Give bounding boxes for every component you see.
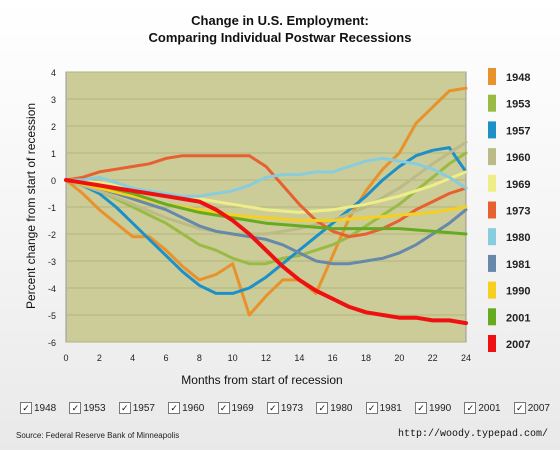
x-tick-label: 16 xyxy=(328,353,338,363)
series-toggle-1969[interactable]: ✓ 1969 xyxy=(217,402,254,414)
legend-swatch-1981 xyxy=(488,254,496,272)
series-toggle-1948[interactable]: ✓ 1948 xyxy=(20,402,56,414)
legend-swatch-2001 xyxy=(488,308,496,326)
x-tick-label: 6 xyxy=(163,353,168,363)
checkbox-1980[interactable]: ✓ xyxy=(316,402,329,414)
checkbox-2001[interactable]: ✓ xyxy=(464,402,477,414)
legend-swatch-1973 xyxy=(488,201,496,219)
y-tick-label: -1 xyxy=(48,203,56,213)
series-line-1960 xyxy=(64,140,468,236)
y-tick-label: 4 xyxy=(51,68,56,78)
legend-label-1973: 1973 xyxy=(506,206,530,218)
series-line-1957 xyxy=(64,146,468,295)
y-tick-label: -5 xyxy=(48,311,56,321)
checkbox-label-1969: 1969 xyxy=(231,402,254,414)
checkbox-label-1948: 1948 xyxy=(34,402,57,414)
title-line: Change in U.S. Employment: xyxy=(191,13,369,28)
legend-swatch-1948 xyxy=(488,68,496,85)
y-tick-label: -4 xyxy=(48,284,56,294)
series-toggle-1990[interactable]: ✓ 1990 xyxy=(415,402,451,414)
x-tick-label: 2 xyxy=(97,353,102,363)
series-line-1973 xyxy=(64,154,468,239)
checkbox-label-1981: 1981 xyxy=(379,402,402,414)
legend-label-1990: 1990 xyxy=(506,286,530,298)
legend-label-1957: 1957 xyxy=(506,125,530,137)
legend-swatch-1957 xyxy=(488,121,496,139)
checkbox-label-1960: 1960 xyxy=(182,402,205,414)
series-toggle-1957[interactable]: ✓ 1957 xyxy=(118,402,155,414)
series-toggle-1980[interactable]: ✓ 1980 xyxy=(316,402,353,414)
legend-swatch-1969 xyxy=(488,174,496,192)
x-tick-label: 18 xyxy=(361,353,371,363)
series-toggle-1973[interactable]: ✓ 1973 xyxy=(266,402,304,414)
checkbox-1990[interactable]: ✓ xyxy=(415,402,427,414)
y-tick-label: 2 xyxy=(51,122,56,132)
legend-label-1960: 1960 xyxy=(506,152,530,164)
series-toggle-2001[interactable]: ✓ 2001 xyxy=(464,402,501,414)
series-line-2001 xyxy=(64,178,468,236)
legend-swatch-1960 xyxy=(488,148,496,166)
checkbox-1948[interactable]: ✓ xyxy=(20,402,32,414)
series-toggle-1960[interactable]: ✓ 1960 xyxy=(168,402,204,414)
chart-title: Change in U.S. Employment: Comparing Ind… xyxy=(0,12,560,46)
legend-swatch-1980 xyxy=(488,228,496,246)
series-line-1981 xyxy=(64,178,468,266)
legend-swatch-1990 xyxy=(488,281,496,299)
checkbox-1953[interactable]: ✓ xyxy=(69,402,82,414)
y-axis-label: Percent change from start of recession xyxy=(24,103,38,309)
series-line-1990 xyxy=(64,178,468,222)
y-tick-label: 1 xyxy=(51,149,56,159)
checkbox-label-1957: 1957 xyxy=(132,402,155,414)
y-tick-label: -6 xyxy=(48,338,56,348)
series-line-1948 xyxy=(64,86,468,317)
legend-label-1948: 1948 xyxy=(506,72,530,84)
legend-label-1953: 1953 xyxy=(506,99,530,111)
series-line-1980 xyxy=(64,156,468,198)
series-toggle-1981[interactable]: ✓ 1981 xyxy=(365,402,402,414)
legend-label-1980: 1980 xyxy=(506,232,530,244)
checkbox-1973[interactable]: ✓ xyxy=(266,402,279,414)
series-line-2007 xyxy=(64,178,468,326)
checkbox-2007[interactable]: ✓ xyxy=(513,402,526,414)
x-tick-label: 12 xyxy=(261,353,271,363)
x-tick-label: 0 xyxy=(63,353,68,363)
x-tick-label: 8 xyxy=(197,353,202,363)
legend-label-2001: 2001 xyxy=(506,312,530,324)
checkbox-1960[interactable]: ✓ xyxy=(168,402,181,414)
x-tick-label: 4 xyxy=(130,353,135,363)
series-toggle-2007[interactable]: ✓ 2007 xyxy=(513,402,550,414)
series-toggle-bar: ✓ 1948 ✓ 1953 ✓ 1957 ✓ 1960 ✓ 1969 ✓ 1973 ✓ 1980 ✓ 1981… xyxy=(20,402,550,414)
checkbox-1969[interactable]: ✓ xyxy=(217,402,230,414)
x-tick-label: 20 xyxy=(394,353,404,363)
y-tick-label: -2 xyxy=(48,230,56,240)
checkbox-label-1990: 1990 xyxy=(429,402,452,414)
x-axis-label: Months from start of recession xyxy=(181,373,342,387)
y-tick-label: -3 xyxy=(48,257,56,267)
series-line-1953 xyxy=(64,151,468,266)
checkbox-1957[interactable]: ✓ xyxy=(118,402,131,414)
checkbox-label-1973: 1973 xyxy=(280,402,304,414)
x-tick-label: 24 xyxy=(461,353,471,363)
legend-label-1981: 1981 xyxy=(506,259,530,271)
source-note: Source: Federal Reserve Bank of Minneapo… xyxy=(16,431,180,440)
y-tick-label: 0 xyxy=(51,176,56,186)
site-url[interactable]: http://woody.typepad.com/ xyxy=(397,429,548,440)
y-tick-label: 3 xyxy=(51,95,56,105)
checkbox-1981[interactable]: ✓ xyxy=(365,402,378,414)
checkbox-label-2001: 2001 xyxy=(478,402,501,414)
x-tick-label: 22 xyxy=(428,353,438,363)
checkbox-label-2007: 2007 xyxy=(527,402,550,414)
legend-label-2007: 2007 xyxy=(506,339,530,351)
legend-swatch-1953 xyxy=(488,94,496,112)
checkbox-label-1953: 1953 xyxy=(83,402,106,414)
legend-swatch-2007 xyxy=(488,335,496,352)
x-tick-label: 14 xyxy=(294,353,304,363)
legend-label-1969: 1969 xyxy=(506,179,530,191)
series-toggle-1953[interactable]: ✓ 1953 xyxy=(69,402,106,414)
checkbox-label-1980: 1980 xyxy=(330,402,353,414)
subtitle-line: Comparing Individual Postwar Recessions xyxy=(148,30,412,45)
x-tick-label: 10 xyxy=(228,353,238,363)
